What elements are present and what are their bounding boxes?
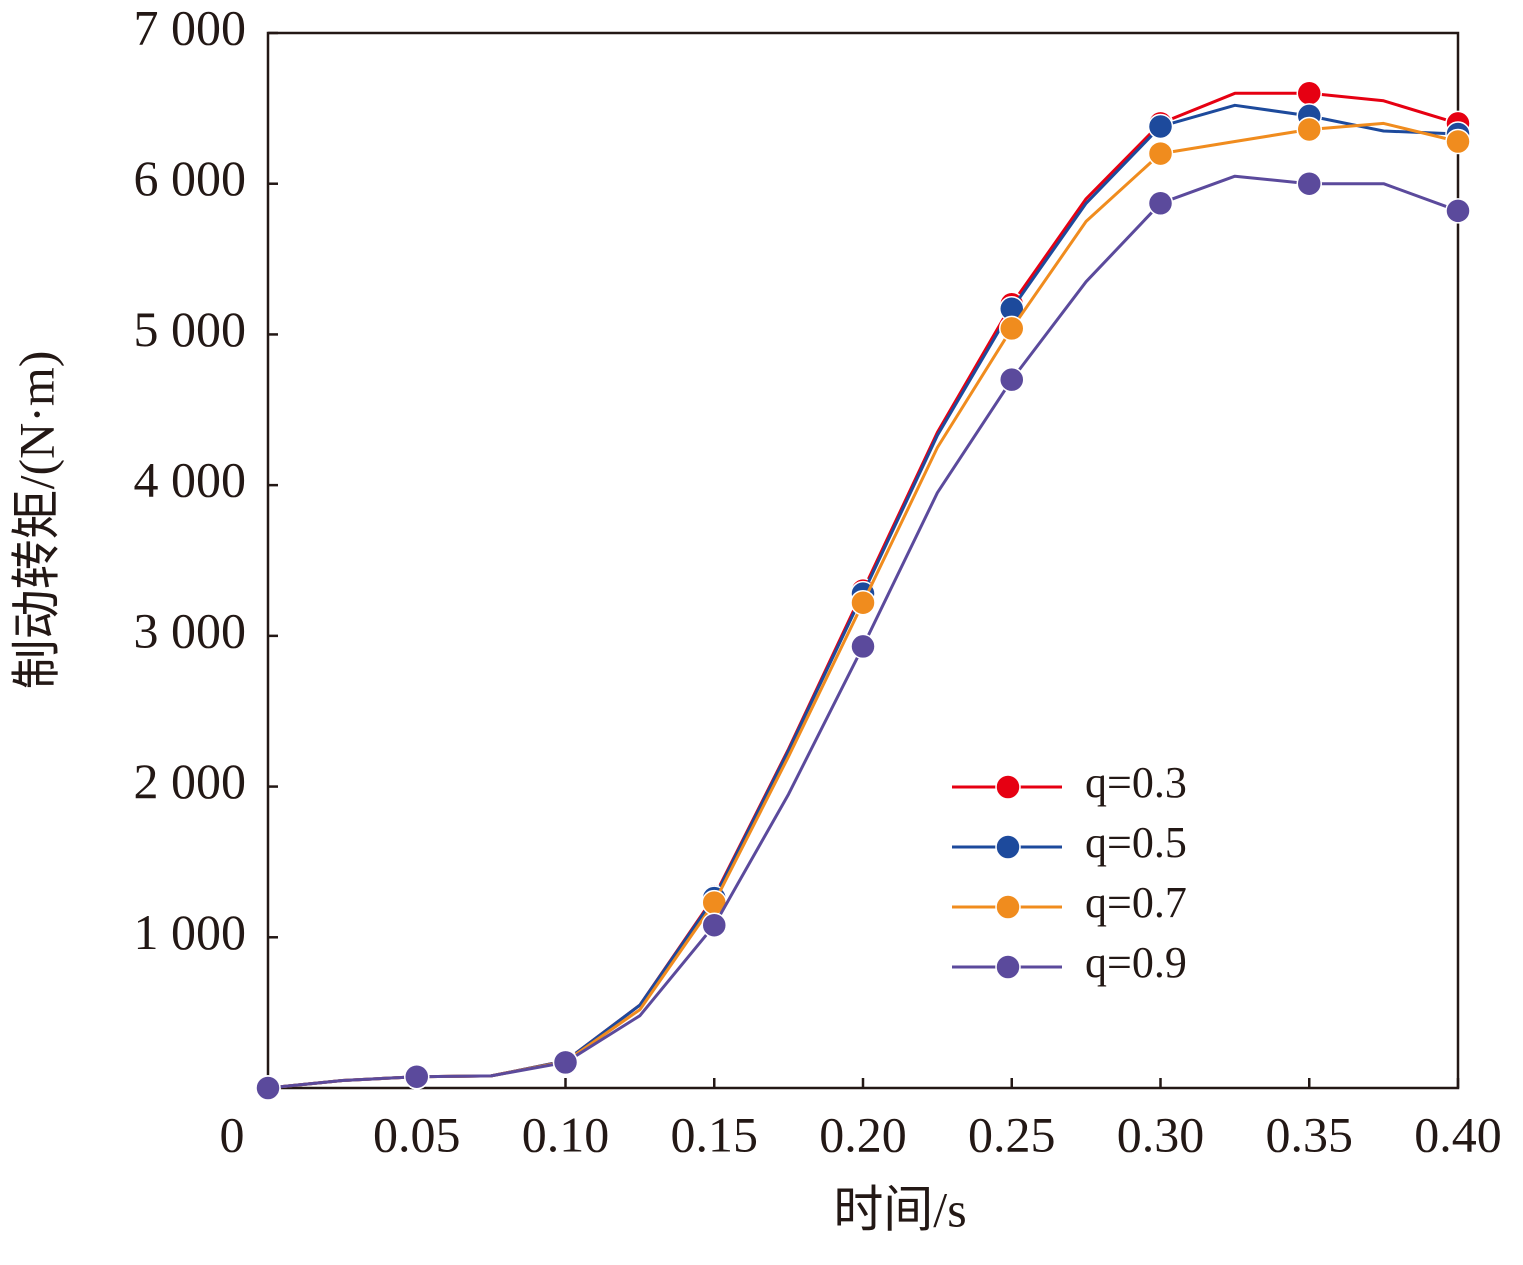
point-marker	[701, 912, 727, 938]
y-tick-label: 1 000	[134, 904, 247, 960]
x-tick-label: 0.40	[1414, 1106, 1502, 1162]
point-marker	[1147, 190, 1174, 217]
legend-marker	[995, 954, 1021, 980]
x-tick-label: 0	[220, 1106, 245, 1162]
point-marker	[1445, 128, 1471, 155]
y-tick-label: 6 000	[134, 150, 247, 206]
point-marker	[1296, 116, 1322, 143]
plot-frame	[266, 31, 1460, 1090]
point-marker	[850, 633, 876, 660]
point-marker	[999, 366, 1025, 393]
y-tick-label: 4 000	[134, 452, 247, 508]
legend-label: q=0.3	[1085, 758, 1187, 807]
point-marker	[1147, 140, 1174, 167]
y-tick-label: 5 000	[134, 301, 247, 357]
legend-label: q=0.5	[1085, 818, 1187, 867]
point-marker	[999, 315, 1025, 342]
point-marker	[552, 1049, 579, 1076]
point-marker	[255, 1075, 281, 1101]
x-tick-label: 0.25	[968, 1106, 1056, 1162]
point-marker	[1445, 198, 1471, 224]
legend-marker	[995, 774, 1021, 800]
y-axis-title: 制动转矩/(N·m)	[8, 351, 64, 690]
x-tick-label: 0.10	[522, 1106, 610, 1162]
x-tick-label: 0.35	[1266, 1106, 1354, 1162]
y-tick-label: 3 000	[134, 602, 247, 658]
legend-marker	[995, 834, 1021, 860]
x-tick-label: 0.15	[671, 1106, 759, 1162]
y-tick-label: 7 000	[134, 0, 247, 55]
point-marker	[1296, 170, 1322, 197]
x-axis-title: 时间/s	[833, 1181, 966, 1237]
x-tick-label: 0.30	[1117, 1106, 1205, 1162]
point-marker	[850, 589, 876, 616]
y-tick-label: 2 000	[134, 753, 247, 809]
x-tick-label: 0.20	[819, 1106, 907, 1162]
point-marker	[404, 1063, 430, 1090]
point-marker	[1296, 80, 1322, 107]
legend-label: q=0.7	[1085, 878, 1187, 927]
point-marker	[1147, 113, 1174, 140]
legend-marker	[995, 894, 1021, 920]
x-tick-label: 0.05	[373, 1106, 461, 1162]
series-line	[267, 174, 1459, 1090]
legend-label: q=0.9	[1085, 938, 1187, 987]
